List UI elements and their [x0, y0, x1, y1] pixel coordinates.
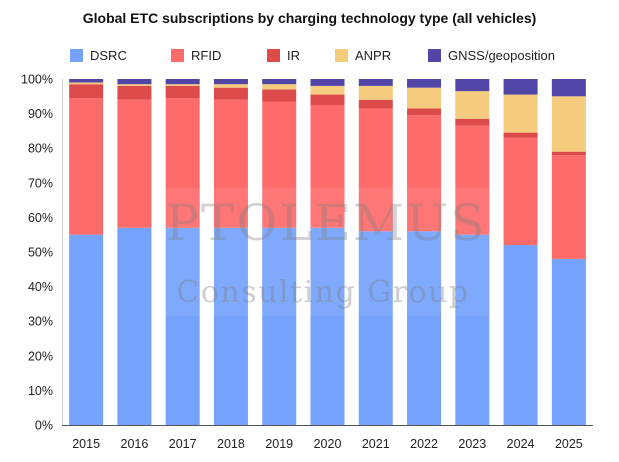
bar-segment-2023-1: [455, 125, 490, 235]
legend-swatch-3: [335, 49, 348, 62]
bar-segment-2018-0: [213, 227, 248, 425]
bar-segment-2024-3: [503, 94, 538, 133]
x-tick-label-2023: 2023: [458, 437, 486, 451]
legend-label-2: IR: [287, 48, 300, 63]
bar-segment-2019-3: [262, 84, 297, 90]
legend-label-3: ANPR: [355, 48, 391, 63]
legend-swatch-2: [267, 49, 280, 62]
y-tick-label-6: 60%: [28, 211, 53, 225]
x-tick-label-2015: 2015: [72, 437, 100, 451]
watermark-line-2: Consulting Group: [176, 275, 469, 310]
bar-segment-2020-0: [310, 227, 345, 425]
bar-segment-2024-0: [503, 245, 538, 425]
y-tick-label-7: 70%: [28, 176, 53, 190]
y-tick-label-2: 20%: [28, 349, 53, 363]
bar-segment-2024-4: [503, 79, 538, 95]
axes: 0% 10% 20% 30% 40% 50% 60% 70% 80% 90% 100% 2015 201…: [21, 73, 593, 451]
bar-segment-2015-3: [69, 82, 104, 85]
bar-segment-2019-0: [262, 227, 297, 425]
x-tick-label-2017: 2017: [169, 437, 197, 451]
y-tick-label-5: 50%: [28, 246, 53, 260]
chart-title: Global ETC subscriptions by charging tec…: [83, 10, 537, 26]
bar-segment-2017-4: [165, 79, 200, 85]
bar-segment-2016-3: [117, 84, 152, 86]
bar-segment-2025-1: [551, 155, 586, 259]
bar-segment-2022-3: [407, 87, 442, 109]
bar-segment-2023-2: [455, 118, 490, 126]
y-tick-label-10: 100%: [21, 73, 53, 87]
legend: DSRC RFID IR ANPR GNSS/geoposition: [70, 48, 555, 63]
bar-segment-2016-2: [117, 85, 152, 100]
bar-segment-2016-4: [117, 79, 152, 85]
bar-segment-2020-2: [310, 94, 345, 105]
x-tick-label-2018: 2018: [217, 437, 245, 451]
bars: [69, 79, 586, 425]
bar-segment-2015-4: [69, 79, 104, 83]
bar-segment-2018-4: [213, 79, 248, 85]
bar-segment-2017-1: [165, 98, 200, 228]
x-tick-label-2016: 2016: [121, 437, 149, 451]
bar-segment-2018-1: [213, 99, 248, 228]
y-tick-label-3: 30%: [28, 315, 53, 329]
watermark-line-1: PTOLEMUS: [165, 194, 486, 252]
bar-segment-2023-0: [455, 234, 490, 425]
legend-label-4: GNSS/geoposition: [448, 48, 555, 63]
bar-segment-2024-2: [503, 132, 538, 138]
bar-segment-2023-3: [455, 91, 490, 119]
bar-segment-2021-2: [358, 99, 393, 109]
watermark-panel: [164, 188, 489, 316]
legend-label-1: RFID: [191, 48, 221, 63]
legend-swatch-1: [171, 49, 184, 62]
bar-segment-2020-1: [310, 104, 345, 228]
y-tick-label-8: 80%: [28, 142, 53, 156]
x-tick-label-2019: 2019: [265, 437, 293, 451]
bar-segment-2018-2: [213, 87, 248, 100]
bar-segment-2015-1: [69, 98, 104, 235]
bar-segment-2022-4: [407, 79, 442, 88]
x-tick-label-2022: 2022: [410, 437, 438, 451]
bar-segment-2023-4: [455, 79, 490, 92]
bar-segment-2021-0: [358, 231, 393, 425]
legend-swatch-0: [70, 49, 83, 62]
bar-segment-2022-1: [407, 115, 442, 232]
x-tick-label-2024: 2024: [507, 437, 535, 451]
bar-segment-2025-3: [551, 96, 586, 152]
bar-segment-2020-3: [310, 85, 345, 95]
bar-segment-2019-2: [262, 89, 297, 102]
y-tick-label-1: 10%: [28, 384, 53, 398]
bar-segment-2021-4: [358, 79, 393, 86]
bar-segment-2021-1: [358, 108, 393, 232]
bar-segment-2017-3: [165, 84, 200, 86]
bar-segment-2024-1: [503, 137, 538, 246]
y-tick-label-0: 0%: [35, 419, 53, 433]
bar-segment-2022-2: [407, 108, 442, 116]
bar-segment-2016-0: [117, 227, 152, 425]
bar-segment-2021-3: [358, 85, 393, 100]
bar-segment-2025-0: [551, 258, 586, 425]
bar-segment-2015-2: [69, 84, 104, 99]
bar-segment-2016-1: [117, 99, 152, 228]
legend-swatch-4: [428, 49, 441, 62]
x-tick-label-2021: 2021: [362, 437, 390, 451]
y-tick-label-4: 40%: [28, 280, 53, 294]
bar-segment-2015-0: [69, 234, 104, 425]
y-tick-label-9: 90%: [28, 107, 53, 121]
bar-segment-2017-2: [165, 85, 200, 99]
bar-segment-2019-1: [262, 101, 297, 228]
bar-segment-2017-0: [165, 227, 200, 425]
bar-segment-2020-4: [310, 79, 345, 86]
x-tick-label-2020: 2020: [314, 437, 342, 451]
bar-segment-2019-4: [262, 79, 297, 85]
x-tick-label-2025: 2025: [555, 437, 583, 451]
bar-segment-2018-3: [213, 84, 248, 88]
bar-segment-2022-0: [407, 231, 442, 425]
legend-label-0: DSRC: [90, 48, 127, 63]
bar-segment-2025-4: [551, 79, 586, 97]
bar-segment-2025-2: [551, 151, 586, 156]
watermark: PTOLEMUS Consulting Group: [164, 188, 489, 316]
